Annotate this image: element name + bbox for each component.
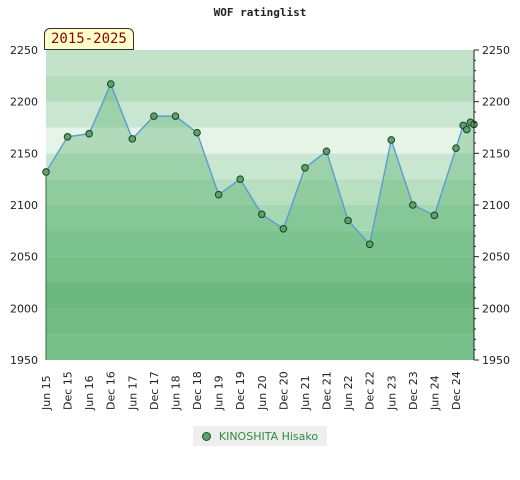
y-tick-label-left: 2100 bbox=[10, 199, 38, 212]
period-badge: 2015-2025 bbox=[44, 28, 134, 50]
data-point-dec-15 bbox=[63, 133, 72, 141]
data-point-jun-22 bbox=[344, 216, 352, 225]
y-axis-right: 1950 2000 2050 2100 2150 2200 2250 bbox=[473, 44, 510, 367]
band bbox=[46, 308, 474, 335]
series-polyline bbox=[45, 82, 475, 246]
data-point-jun-19 bbox=[214, 190, 223, 199]
x-tick-label: Dec 15 bbox=[62, 371, 75, 410]
band bbox=[46, 230, 474, 257]
data-point-dec-21 bbox=[322, 147, 331, 156]
x-tick-label: Dec 22 bbox=[364, 371, 377, 410]
data-point-jun-16 bbox=[85, 129, 93, 138]
data-point-dec-17 bbox=[150, 112, 158, 120]
data-point-dec-23 bbox=[409, 201, 417, 209]
y-axis-left: 1950 2000 2050 2100 2150 2200 2250 bbox=[10, 44, 38, 367]
data-point-dec-24 bbox=[452, 144, 460, 152]
legend-marker-icon bbox=[201, 431, 211, 441]
data-points bbox=[42, 80, 478, 249]
data-point-jun-17 bbox=[128, 135, 137, 143]
data-point-mar-25 bbox=[462, 125, 471, 134]
band bbox=[46, 179, 474, 205]
band bbox=[46, 75, 474, 102]
x-tick-label: Dec 18 bbox=[191, 371, 204, 410]
y-tick-label-right: 2250 bbox=[482, 44, 510, 57]
legend[interactable]: KINOSHITA Hisako bbox=[193, 426, 327, 446]
band bbox=[46, 205, 474, 231]
x-tick-label: Jun 17 bbox=[126, 375, 139, 411]
y-tick-label-right: 2000 bbox=[482, 302, 510, 315]
legend-label: KINOSHITA Hisako bbox=[218, 429, 319, 443]
area-fill bbox=[46, 84, 474, 360]
data-point-dec-20 bbox=[279, 224, 288, 233]
x-tick-label: Jun 16 bbox=[83, 375, 96, 411]
x-tick-label: Dec 16 bbox=[105, 371, 118, 410]
y-tick-label-right: 2200 bbox=[482, 96, 510, 109]
band bbox=[46, 334, 474, 360]
x-tick-label: Dec 17 bbox=[148, 371, 161, 410]
band bbox=[46, 256, 474, 283]
data-point-jun-15 bbox=[42, 168, 50, 176]
y-tick-label-left: 2050 bbox=[10, 251, 38, 264]
y-tick-label-left: 2200 bbox=[10, 96, 38, 109]
y-tick-label-left: 2000 bbox=[10, 302, 38, 315]
data-point-jun-18 bbox=[171, 112, 180, 120]
data-point-dec-22 bbox=[365, 240, 374, 249]
x-tick-label: Dec 21 bbox=[321, 371, 334, 410]
x-tick-label: Dec 23 bbox=[407, 371, 420, 410]
band bbox=[46, 282, 474, 309]
x-tick-label: Jun 21 bbox=[299, 375, 312, 411]
x-tick-label: Jun 22 bbox=[342, 375, 355, 411]
x-tick-label: Dec 19 bbox=[234, 371, 247, 410]
data-point-dec-16 bbox=[106, 80, 115, 88]
data-point-dec-19 bbox=[236, 175, 245, 183]
data-point-jun-20 bbox=[257, 210, 266, 219]
chart-title: WOF ratinglist bbox=[213, 6, 307, 19]
data-point-jun-24 bbox=[430, 211, 439, 220]
x-tick-label: Dec 24 bbox=[450, 371, 463, 410]
y-tick-label-right: 2150 bbox=[482, 147, 510, 160]
x-tick-label: Jun 19 bbox=[213, 375, 226, 411]
data-point-dec-18 bbox=[193, 128, 201, 137]
x-tick-label: Jun 23 bbox=[385, 375, 398, 411]
x-tick-label: Jun 15 bbox=[40, 375, 53, 411]
y-tick-label-left: 1950 bbox=[10, 354, 38, 367]
y-tick-label-right: 2050 bbox=[482, 251, 510, 264]
series-area bbox=[46, 84, 474, 360]
y-tick-label-left: 2250 bbox=[10, 44, 38, 57]
y-tick-label-right: 1950 bbox=[482, 354, 510, 367]
series-line bbox=[45, 82, 475, 360]
data-point-jun-21 bbox=[301, 164, 309, 172]
x-tick-label: Jun 24 bbox=[428, 375, 441, 411]
band bbox=[46, 127, 474, 154]
band bbox=[46, 50, 474, 76]
y-tick-label-right: 2100 bbox=[482, 199, 510, 212]
background-bands bbox=[46, 50, 474, 360]
x-tick-label: Jun 20 bbox=[256, 375, 269, 411]
data-point-jun-23 bbox=[387, 136, 396, 144]
x-axis: Jun 15 Dec 15 Jun 16 Dec 16 Jun 17 Dec 17 Jun … bbox=[40, 371, 463, 411]
y-tick-label-left: 2150 bbox=[10, 147, 38, 160]
x-tick-label: Dec 20 bbox=[277, 371, 290, 410]
band bbox=[46, 101, 474, 128]
x-tick-label: Jun 18 bbox=[169, 375, 182, 411]
